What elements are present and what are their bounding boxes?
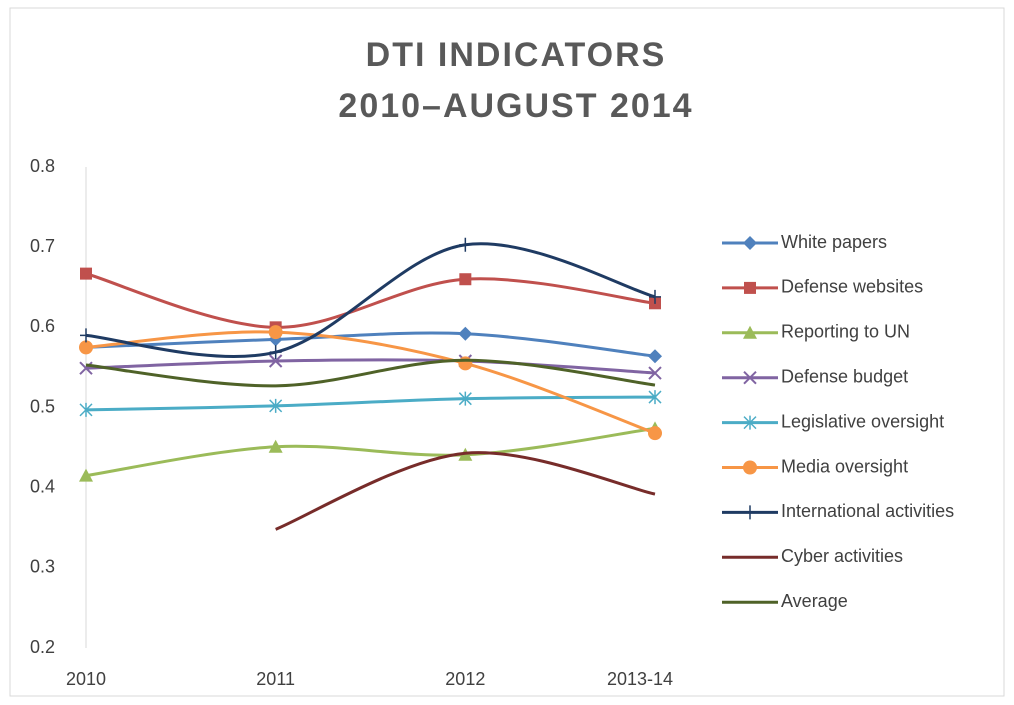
legend-marker: [743, 236, 757, 250]
marker: [269, 345, 282, 360]
legend-label: Legislative oversight: [781, 411, 944, 431]
y-tick-label: 0.4: [30, 476, 55, 496]
series-line: [85, 272, 656, 329]
series-line: [85, 426, 656, 478]
legend-marker: [744, 505, 756, 520]
x-tick-label: 2010: [66, 669, 106, 689]
y-tick-label: 0.6: [30, 316, 55, 336]
legend-label: White papers: [781, 232, 887, 252]
legend-label: Average: [781, 591, 848, 611]
legend-marker: [743, 325, 757, 339]
series-line: [275, 451, 656, 531]
marker: [269, 398, 283, 413]
marker: [79, 468, 93, 482]
marker: [268, 439, 283, 453]
series-line: [85, 242, 656, 358]
x-tick-label: 2013-14: [607, 669, 673, 689]
x-tick-label: 2012: [445, 669, 485, 689]
legend-entry: Defense budget: [722, 366, 908, 386]
marker: [648, 390, 662, 405]
marker: [649, 289, 661, 304]
marker: [268, 354, 283, 368]
y-tick-label: 0.7: [30, 236, 55, 256]
series-line: [85, 358, 656, 375]
marker: [458, 391, 472, 406]
marker: [80, 267, 92, 280]
marker: [459, 273, 472, 286]
marker: [268, 325, 283, 340]
legend-label: International activities: [781, 501, 954, 521]
legend-entry: Media oversight: [722, 456, 908, 476]
marker: [648, 426, 662, 441]
series-line: [85, 331, 656, 358]
chart-title: DTI INDICATORS: [366, 36, 667, 74]
legend-entry: Reporting to UN: [722, 322, 910, 342]
marker: [458, 326, 473, 341]
series-line: [85, 358, 656, 388]
y-tick-label: 0.2: [30, 637, 55, 657]
legend-marker: [743, 460, 757, 475]
chart-title: 2010–AUGUST 2014: [338, 87, 693, 125]
legend-marker: [743, 415, 757, 430]
series-line: [85, 395, 656, 412]
legend-label: Reporting to UN: [781, 322, 910, 342]
legend-label: Defense websites: [781, 277, 923, 297]
marker: [648, 366, 662, 380]
legend-label: Media oversight: [781, 456, 908, 476]
series-line: [85, 330, 656, 435]
legend-marker: [743, 370, 757, 385]
marker: [80, 328, 92, 343]
legend-entry: Average: [722, 591, 848, 611]
legend-label: Defense budget: [781, 366, 908, 386]
legend-entry: International activities: [722, 501, 954, 521]
legend-label: Cyber activities: [781, 546, 903, 566]
y-tick-label: 0.5: [30, 396, 55, 416]
x-tick-label: 2011: [256, 669, 295, 689]
marker: [79, 340, 93, 355]
y-tick-label: 0.8: [30, 156, 55, 176]
legend-entry: Legislative oversight: [722, 411, 944, 431]
marker: [648, 349, 662, 364]
marker: [458, 356, 473, 371]
legend-entry: Defense websites: [722, 277, 923, 297]
legend-entry: White papers: [722, 232, 887, 252]
legend-marker: [744, 281, 756, 294]
y-tick-label: 0.3: [30, 557, 55, 577]
legend-entry: Cyber activities: [722, 546, 903, 566]
marker: [459, 237, 472, 252]
marker: [79, 402, 93, 417]
